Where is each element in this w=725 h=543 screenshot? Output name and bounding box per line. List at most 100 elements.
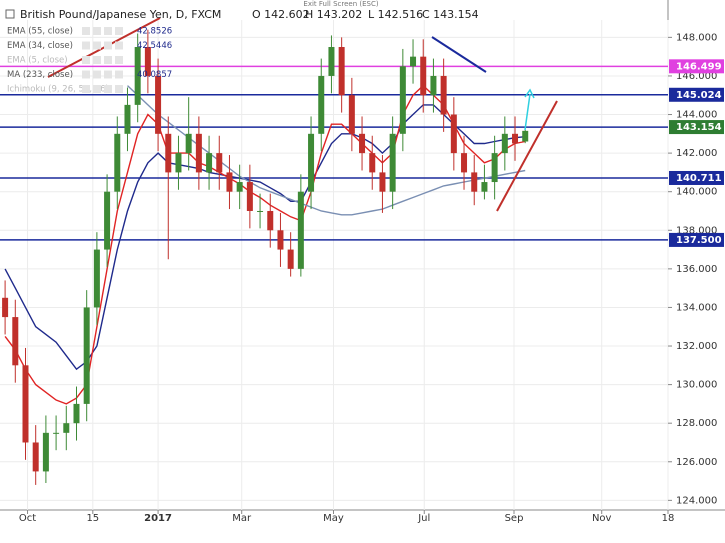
indicator-button[interactable] [82,27,90,35]
candle-body [114,133,121,192]
candle-body [287,249,294,269]
candle-body [93,249,100,308]
candle-body [297,191,304,269]
level-label: 143.154 [676,122,722,133]
indicator-button[interactable] [93,27,101,35]
x-tick-label: May [323,513,344,524]
candle-body [155,75,162,134]
level-label: 137.500 [676,235,722,246]
indicator-line [4,84,526,405]
candle-body [267,210,274,231]
indicator-value: 40.0857 [137,70,172,80]
indicator-button[interactable] [115,56,123,64]
candle-body [512,133,519,144]
candle-body [53,432,60,434]
indicator-label: MA (233, close) [7,70,73,80]
candle-body [257,210,264,212]
candle-body [461,153,468,173]
ohlc-open: O 142.602 [252,8,310,21]
indicator-button[interactable] [82,85,90,93]
candle-body [185,133,192,154]
x-tick-label: Oct [19,513,36,524]
candle-body [389,133,396,192]
candle-body [471,172,478,192]
candle-body [440,75,447,115]
candle-body [73,403,80,424]
candle-body [104,191,111,250]
y-tick-label: 128.000 [676,418,717,429]
indicator-label: Ichimoku (9, 26, 52, 26) [7,85,109,95]
indicator-button[interactable] [104,85,112,93]
candle-body [277,230,284,250]
candle-body [175,153,182,173]
y-tick-label: 124.000 [676,495,717,506]
candle-body [165,133,172,173]
level-label-box [669,232,724,247]
arrow [524,93,531,131]
indicator-button[interactable] [115,27,123,35]
y-tick-label: 138.000 [676,225,717,236]
indicator-button[interactable] [93,41,101,50]
candle-body [338,47,345,96]
indicator-button[interactable] [104,70,112,79]
candle-body [379,172,386,192]
indicator-label: EMA (34, close) [7,41,73,51]
indicator-button[interactable] [82,56,90,64]
candle-body [226,172,233,192]
candle-body [216,153,223,173]
candle-body [308,133,315,192]
y-tick-label: 134.000 [676,302,717,313]
indicator-button[interactable] [104,56,112,64]
candle-body [42,432,49,472]
candle-body [491,153,498,183]
level-label: 140.711 [676,173,722,184]
candle-body [369,153,376,173]
ohlc-low: L 142.516 [368,8,423,21]
indicator-button[interactable] [93,70,101,79]
candle-body [399,66,406,134]
indicator-button[interactable] [93,56,101,64]
indicator-button[interactable] [93,85,101,93]
exit-fullscreen[interactable]: Exit Full Screen (ESC) [303,0,378,8]
x-tick-label: 18 [662,513,675,524]
candle-body [246,182,253,211]
candle-body [501,133,508,154]
indicator-button[interactable] [82,41,90,50]
symbol-title: British Pound/Japanese Yen, D, FXCM [20,8,221,21]
y-tick-label: 148.000 [676,32,717,43]
candle-body [450,114,457,154]
y-tick-label: 142.000 [676,148,717,159]
ohlc-close: C 143.154 [422,8,479,21]
candle-body [134,47,141,105]
candle-body [348,95,355,134]
y-tick-label: 144.000 [676,110,717,121]
y-tick-label: 132.000 [676,341,717,352]
indicator-button[interactable] [104,41,112,50]
indicator-button[interactable] [115,41,123,50]
candle-body [430,75,437,96]
x-tick-label: 2017 [144,513,172,524]
indicator-button[interactable] [104,27,112,35]
candle-body [2,297,9,318]
indicator-button[interactable] [115,85,123,93]
collapse-icon[interactable] [5,9,15,19]
candle-body [318,75,325,134]
indicator-button[interactable] [82,70,90,79]
indicator-line [127,85,526,216]
y-tick-label: 130.000 [676,380,717,391]
trendline [431,36,487,73]
x-tick-label: Nov [592,513,612,524]
candle-body [206,153,213,173]
candle-body [144,47,151,76]
indicator-legend: EMA (55, close) 42.8526 EMA (34, close) 42.… [7,27,172,95]
indicator-label: EMA (55, close) [7,27,73,37]
indicator-button[interactable] [115,70,123,79]
level-label-box [669,170,724,185]
candle-body [236,182,243,192]
candle-body [63,423,70,433]
y-tick-label: 140.000 [676,187,717,198]
ohlc-high: H 143.202 [305,8,362,21]
level-label-box [669,59,724,74]
level-label-box [669,87,724,102]
